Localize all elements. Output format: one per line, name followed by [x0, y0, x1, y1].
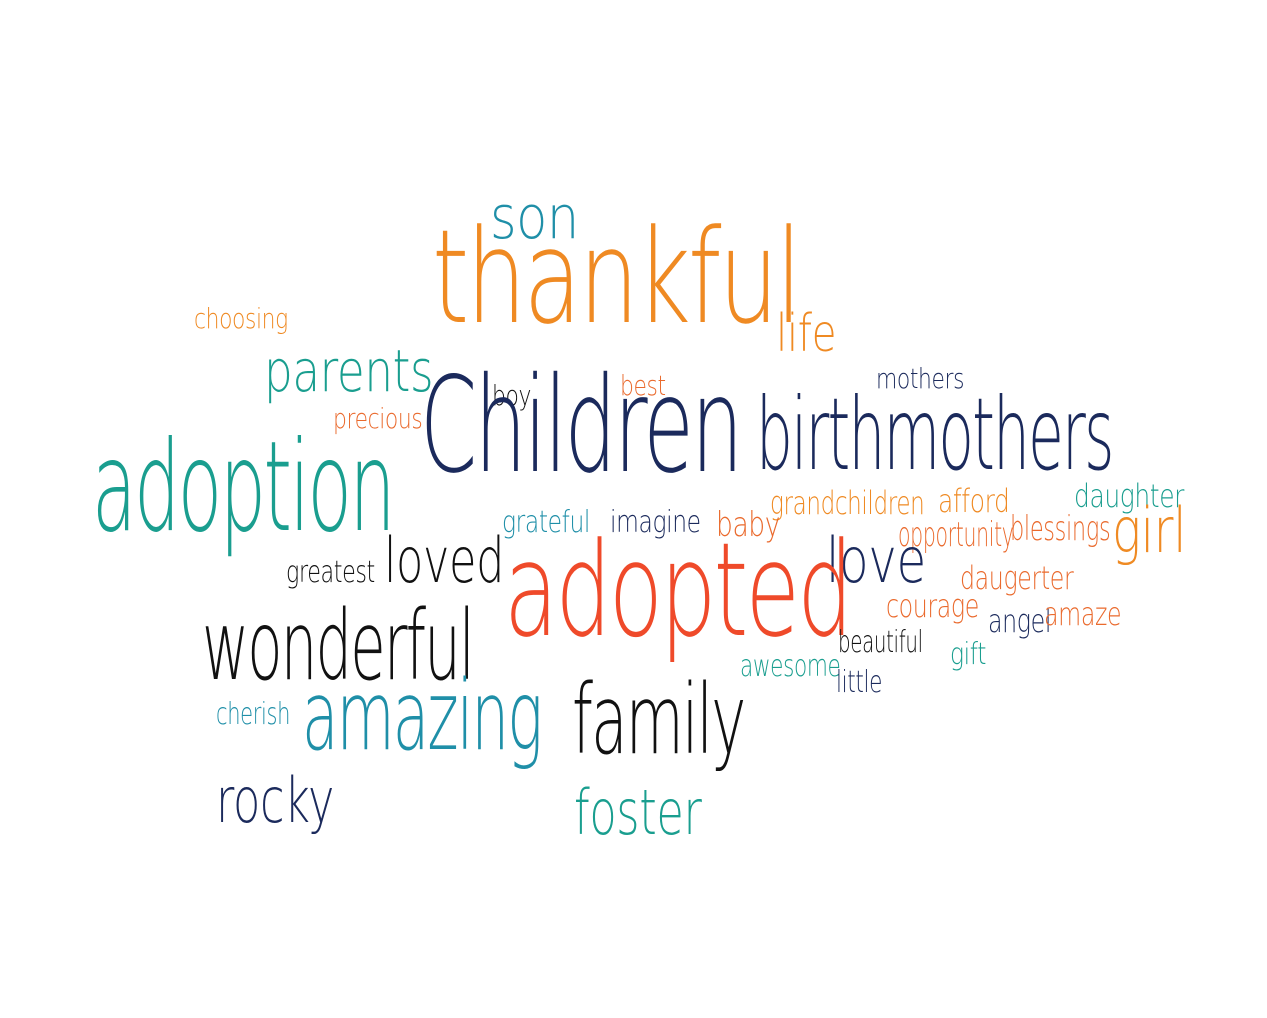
- word-life: life: [776, 304, 837, 364]
- word-beautiful: beautiful: [838, 625, 923, 660]
- word-precious: precious: [333, 402, 423, 435]
- word-boy: boy: [492, 379, 531, 412]
- word-mothers: mothers: [876, 362, 965, 395]
- word-rocky: rocky: [216, 764, 335, 837]
- word-thankful: thankful: [432, 201, 802, 353]
- word-children: Children: [420, 349, 743, 503]
- word-love: love: [826, 524, 926, 597]
- word-loved: loved: [384, 524, 505, 597]
- word-girl: girl: [1112, 494, 1187, 567]
- word-awesome: awesome: [740, 649, 841, 684]
- word-courage: courage: [886, 587, 979, 625]
- word-baby: baby: [716, 505, 781, 545]
- word-adoption: adoption: [92, 415, 395, 560]
- word-son: son: [490, 183, 579, 253]
- word-amaze: amaze: [1044, 595, 1122, 633]
- word-family: family: [572, 664, 746, 776]
- word-birthmothers: birthmothers: [756, 376, 1114, 493]
- word-little: little: [836, 665, 883, 700]
- word-foster: foster: [574, 776, 702, 849]
- word-afford: afford: [938, 482, 1010, 520]
- word-imagine: imagine: [610, 505, 701, 540]
- word-best: best: [620, 369, 666, 402]
- word-daugerter: daugerter: [960, 559, 1074, 597]
- word-opportunity: opportunity: [898, 515, 1014, 555]
- word-adopted: adopted: [504, 514, 853, 666]
- word-parents: parents: [264, 337, 434, 405]
- word-amazing: amazing: [302, 660, 543, 772]
- word-daughter: daughter: [1074, 477, 1185, 515]
- word-cherish: cherish: [216, 697, 291, 732]
- word-wonderful: wonderful: [202, 590, 475, 702]
- word-angel: angel: [988, 602, 1052, 640]
- word-choosing: choosing: [194, 302, 288, 335]
- word-grateful: grateful: [502, 505, 591, 540]
- word-blessings: blessings: [1010, 509, 1111, 549]
- word-grandchildren: grandchildren: [770, 484, 925, 522]
- word-gift: gift: [950, 637, 986, 672]
- word-greatest: greatest: [286, 555, 375, 590]
